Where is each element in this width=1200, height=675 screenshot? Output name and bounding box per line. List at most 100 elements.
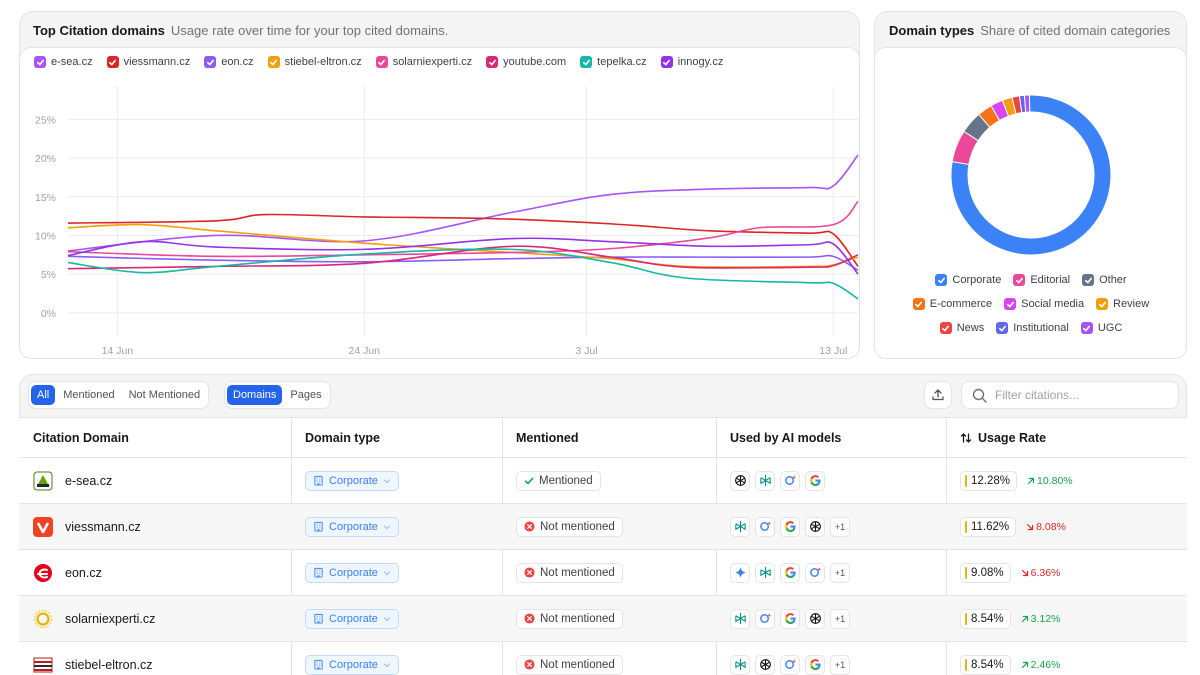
donut-slice[interactable] xyxy=(950,94,1112,256)
domain-type-dropdown[interactable]: Corporate xyxy=(305,562,399,583)
model-badge[interactable] xyxy=(805,654,825,675)
donut-slice[interactable] xyxy=(1023,94,1031,113)
domain-type-dropdown[interactable]: Corporate xyxy=(305,470,399,491)
scope-domains[interactable]: Domains xyxy=(227,385,283,405)
legend-item[interactable]: stiebel-eltron.cz xyxy=(267,56,362,68)
model-badge[interactable] xyxy=(730,608,750,629)
model-badge[interactable] xyxy=(755,516,775,537)
filter-not-mentioned[interactable]: Not Mentioned xyxy=(128,389,201,401)
model-badge[interactable] xyxy=(780,654,800,675)
favicon xyxy=(33,471,53,491)
google-ai-overview-icon xyxy=(759,521,771,531)
rate-indicator xyxy=(965,474,967,487)
legend-item[interactable]: viessmann.cz xyxy=(106,56,190,68)
domain-type-dropdown[interactable]: Corporate xyxy=(305,516,399,537)
domain-type-dropdown[interactable]: Corporate xyxy=(305,654,399,675)
model-badge[interactable] xyxy=(780,470,800,491)
model-badge[interactable] xyxy=(755,608,775,629)
donut-legend-item[interactable]: Review xyxy=(1096,298,1149,310)
header-ai-models[interactable]: Used by AI models xyxy=(730,430,842,445)
mentioned-badge: Not mentioned xyxy=(516,562,623,583)
model-badge[interactable] xyxy=(805,516,825,537)
donut-legend-label: Institutional xyxy=(1013,322,1069,334)
model-badge[interactable] xyxy=(805,470,825,491)
delta-value: 3.12% xyxy=(1030,612,1061,625)
mentioned-badge: Not mentioned xyxy=(516,608,623,629)
domain-name[interactable]: viessmann.cz xyxy=(65,519,141,534)
viessmann-logo-icon xyxy=(33,516,53,537)
checkbox-icon xyxy=(204,56,217,68)
domain-type-label: Corporate xyxy=(329,612,378,625)
export-button[interactable] xyxy=(924,381,952,409)
model-badge[interactable] xyxy=(780,608,800,629)
mentioned-label: Not mentioned xyxy=(540,520,615,533)
table-row[interactable]: stiebel-eltron.cz Corporate Not mentioned +… xyxy=(19,642,1187,675)
model-badge[interactable] xyxy=(755,562,775,583)
more-models-badge[interactable]: +1 xyxy=(830,608,850,629)
model-badge[interactable] xyxy=(805,562,825,583)
donut-legend-item[interactable]: Other xyxy=(1082,274,1127,286)
header-domain-type[interactable]: Domain type xyxy=(305,430,381,445)
model-badge[interactable] xyxy=(805,608,825,629)
legend-item[interactable]: tepelka.cz xyxy=(580,56,647,68)
model-badge[interactable] xyxy=(780,562,800,583)
legend-label: tepelka.cz xyxy=(597,56,647,68)
ai-models-list: +1 xyxy=(730,516,850,537)
header-mentioned[interactable]: Mentioned xyxy=(516,430,579,445)
donut-legend-item[interactable]: UGC xyxy=(1080,322,1122,334)
donut-legend-label: Social media xyxy=(1021,298,1085,310)
delta-value: 10.80% xyxy=(1037,474,1073,487)
donut-legend-row: E-commerce Social media Review xyxy=(875,298,1187,310)
donut-legend-item[interactable]: News xyxy=(939,322,984,334)
table-row[interactable]: eon.cz Corporate Not mentioned +1 9.08% 6.36% xyxy=(19,550,1187,596)
type-cell: Corporate xyxy=(305,642,501,675)
model-badge[interactable] xyxy=(755,470,775,491)
model-badge[interactable] xyxy=(730,470,750,491)
scope-pages[interactable]: Pages xyxy=(290,389,322,401)
checkbox-icon xyxy=(935,274,948,286)
donut-legend-item[interactable]: Institutional xyxy=(996,322,1069,334)
search-input[interactable] xyxy=(995,388,1165,402)
donut-legend-item[interactable]: E-commerce xyxy=(912,298,992,310)
model-badge[interactable] xyxy=(755,654,775,675)
chevron-down-icon xyxy=(383,662,391,667)
domain-name[interactable]: e-sea.cz xyxy=(65,473,113,488)
google-ai-overview-icon xyxy=(784,659,796,669)
building-icon xyxy=(314,567,323,578)
mentioned-label: Not mentioned xyxy=(540,612,615,625)
domain-type-dropdown[interactable]: Corporate xyxy=(305,608,399,629)
header-citation-domain[interactable]: Citation Domain xyxy=(33,430,129,445)
header-usage-rate[interactable]: Usage Rate xyxy=(960,418,1180,457)
domain-types-subtitle: Share of cited domain categories xyxy=(980,23,1171,38)
domain-cell: solarniexperti.cz xyxy=(33,596,291,641)
model-badge[interactable] xyxy=(730,516,750,537)
table-row[interactable]: viessmann.cz Corporate Not mentioned +1 11.6… xyxy=(19,504,1187,550)
model-badge[interactable] xyxy=(730,654,750,675)
table-row[interactable]: e-sea.cz Corporate Mentioned 12.28% 10.80% xyxy=(19,458,1187,504)
legend-item[interactable]: e-sea.cz xyxy=(34,56,93,68)
donut-legend-item[interactable]: Social media xyxy=(1004,298,1084,310)
mention-filter: All Mentioned Not Mentioned xyxy=(28,381,210,409)
table-row[interactable]: solarniexperti.cz Corporate Not mentioned +… xyxy=(19,596,1187,642)
chatgpt-icon xyxy=(809,521,821,532)
domain-name[interactable]: stiebel-eltron.cz xyxy=(65,657,153,672)
more-models-badge[interactable]: +1 xyxy=(830,654,850,675)
legend-item[interactable]: youtube.com xyxy=(486,56,566,68)
more-models-badge[interactable]: +1 xyxy=(830,516,850,537)
ai-models-list xyxy=(730,470,825,491)
donut-legend-item[interactable]: Editorial xyxy=(1013,274,1070,286)
legend-item[interactable]: eon.cz xyxy=(204,56,254,68)
filter-all[interactable]: All xyxy=(31,385,56,405)
model-badge[interactable] xyxy=(780,516,800,537)
legend-item[interactable]: innogy.cz xyxy=(660,56,723,68)
legend-item[interactable]: solarniexperti.cz xyxy=(375,56,472,68)
domain-name[interactable]: eon.cz xyxy=(65,565,102,580)
citations-chart-panel: e-sea.cz viessmann.cz eon.cz stiebel-eltron… xyxy=(19,47,860,359)
google-icon xyxy=(809,659,821,671)
more-models-badge[interactable]: +1 xyxy=(830,562,850,583)
donut-legend-item[interactable]: Corporate xyxy=(935,274,1001,286)
x-tick-label: 14 Jun xyxy=(102,345,134,357)
domain-name[interactable]: solarniexperti.cz xyxy=(65,611,156,626)
filter-mentioned[interactable]: Mentioned xyxy=(63,389,115,401)
model-badge[interactable] xyxy=(730,562,750,583)
